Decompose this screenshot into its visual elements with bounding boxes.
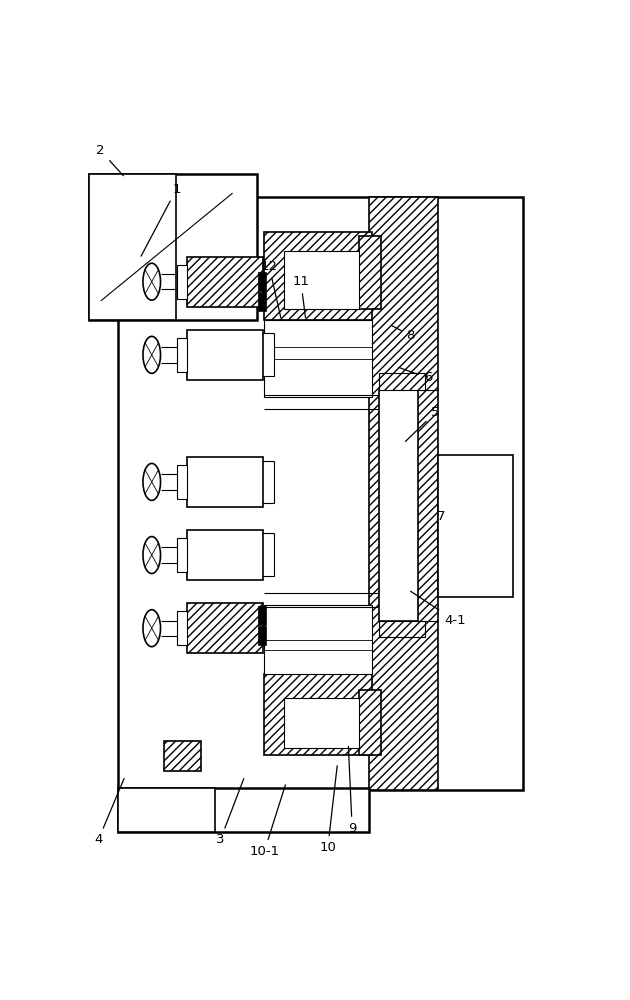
Ellipse shape (143, 537, 161, 574)
Bar (369, 197, 438, 790)
Ellipse shape (143, 263, 161, 300)
Bar (264, 605, 372, 674)
Bar (264, 674, 372, 755)
Text: 1: 1 (141, 183, 181, 256)
Bar (118, 788, 369, 832)
Text: 9: 9 (348, 746, 357, 835)
Text: 7: 7 (437, 510, 445, 523)
Bar (176, 265, 187, 299)
Bar (258, 292, 266, 311)
Text: 3: 3 (216, 779, 244, 846)
Ellipse shape (143, 336, 161, 373)
Bar (187, 603, 263, 653)
Bar (176, 338, 187, 372)
Bar (118, 788, 215, 832)
Bar (187, 330, 263, 380)
Text: 4: 4 (94, 779, 124, 846)
Bar (258, 626, 266, 645)
Bar (360, 235, 381, 309)
Bar (187, 257, 263, 307)
Text: 10-1: 10-1 (249, 785, 285, 858)
Bar (438, 455, 513, 597)
Bar (264, 320, 372, 397)
Bar (255, 533, 274, 576)
Bar (379, 620, 425, 637)
Text: 4-1: 4-1 (411, 591, 466, 627)
Bar (187, 530, 263, 580)
Bar (88, 174, 257, 320)
Bar (258, 272, 266, 291)
Text: 6: 6 (399, 367, 432, 384)
Bar (176, 538, 187, 572)
Text: 10: 10 (319, 766, 337, 854)
Bar (118, 197, 523, 790)
Text: 12: 12 (261, 260, 281, 317)
Bar (164, 741, 201, 771)
Bar (176, 465, 187, 499)
Text: 2: 2 (96, 144, 123, 176)
Bar (213, 201, 257, 243)
Bar (258, 606, 266, 625)
Bar (360, 690, 381, 755)
Bar (176, 611, 187, 645)
Bar (88, 174, 176, 320)
Bar (264, 232, 372, 320)
Ellipse shape (143, 610, 161, 647)
Text: 11: 11 (292, 275, 309, 317)
Bar (187, 457, 263, 507)
Bar (379, 389, 418, 620)
Bar (284, 698, 360, 748)
Bar (379, 373, 425, 390)
Bar (255, 461, 274, 503)
Text: 8: 8 (391, 325, 415, 342)
Ellipse shape (143, 463, 161, 500)
Bar (284, 251, 360, 309)
Text: 5: 5 (406, 406, 439, 441)
Bar (255, 333, 274, 376)
